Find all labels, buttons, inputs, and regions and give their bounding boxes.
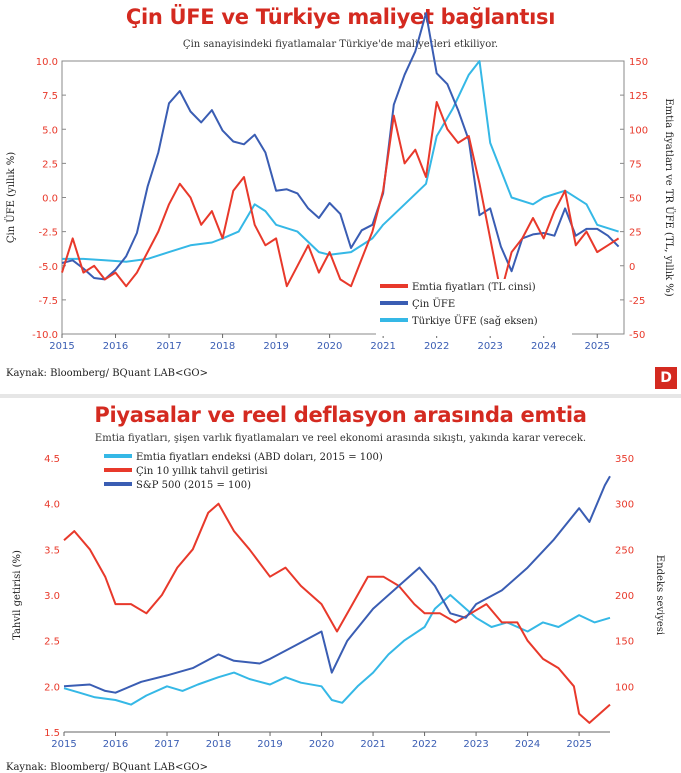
series-line-2 <box>61 12 620 281</box>
y-axis-title: Tahvil getirisi (%) <box>12 550 23 640</box>
series-line-1 <box>63 594 611 706</box>
y2-tick-label: -25 <box>629 296 645 307</box>
y-tick-label: 3.5 <box>44 545 60 556</box>
publisher-badge: D <box>655 367 677 389</box>
y2-tick-label: 250 <box>615 545 634 556</box>
y-tick-label: 0.0 <box>42 194 58 205</box>
y-tick-label: 2.5 <box>42 159 58 170</box>
panel-divider <box>0 394 681 398</box>
y2-tick-label: 150 <box>629 57 648 68</box>
y-tick-label: 1.5 <box>44 728 60 739</box>
x-tick-label: 2024 <box>531 341 556 352</box>
chart-1-canvas: -10.0 -7.5 -5.0 -2.5 0.0 2.5 5.0 7.5 10.0 -50 -25 0… <box>5 12 675 352</box>
source-note-1: Kaynak: Bloomberg/ BQuant LAB<GO> <box>6 368 208 379</box>
y-tick-label: 4.0 <box>44 500 60 511</box>
legend-label: Emtia fiyatları endeksi (ABD doları, 201… <box>136 452 383 463</box>
y2-tick-label: 100 <box>629 125 648 136</box>
x-tick-label: 2023 <box>463 739 488 750</box>
legend-label: S&P 500 (2015 = 100) <box>136 480 251 491</box>
y-tick-label: 10.0 <box>36 57 58 68</box>
series-line-2 <box>63 502 611 724</box>
chart-panel-1: Çin ÜFE ve Türkiye maliyet bağlantısı Çi… <box>5 5 677 389</box>
y2-tick-label: -50 <box>629 330 645 341</box>
series-line-3 <box>63 475 611 694</box>
legend-box <box>376 279 572 336</box>
y2-tick-label: 100 <box>615 682 634 693</box>
source-note-2: Kaynak: Bloomberg/ BQuant LAB<GO> <box>6 762 208 773</box>
legend-label: Çin 10 yıllık tahvil getirisi <box>136 466 268 477</box>
y2-tick-label: 125 <box>629 91 648 102</box>
y-tick-label: -7.5 <box>38 296 58 307</box>
series-line-1 <box>61 101 620 295</box>
x-tick-label: 2018 <box>206 739 231 750</box>
x-tick-label: 2019 <box>263 341 288 352</box>
y-tick-label: -5.0 <box>38 262 58 273</box>
x-tick-label: 2015 <box>51 739 76 750</box>
chart-title-1: Çin ÜFE ve Türkiye maliyet bağlantısı <box>125 5 556 29</box>
chart-subtitle-2: Emtia fiyatları, şişen varlık fiyatlamal… <box>94 433 587 444</box>
y-tick-label: 4.5 <box>44 454 60 465</box>
y-tick-label: -10.0 <box>32 330 58 341</box>
x-tick-label: 2020 <box>309 739 334 750</box>
x-tick-label: 2020 <box>317 341 342 352</box>
chart-title-2: Piyasalar ve reel deflasyon arasında emt… <box>94 403 587 427</box>
series-group <box>61 12 620 295</box>
y-tick-label: 2.0 <box>44 682 60 693</box>
y-tick-label: -2.5 <box>38 228 58 239</box>
y-tick-label: 3.0 <box>44 591 60 602</box>
x-tick-label: 2017 <box>154 739 179 750</box>
y-tick-label: 5.0 <box>42 125 58 136</box>
x-tick-label: 2025 <box>566 739 591 750</box>
x-tick-label: 2022 <box>424 341 449 352</box>
x-tick-label: 2016 <box>103 341 128 352</box>
x-tick-label: 2024 <box>515 739 540 750</box>
legend-label: Türkiye ÜFE (sağ eksen) <box>412 315 538 327</box>
chart-subtitle-1: Çin sanayisindeki fiyatlamalar Türkiye'd… <box>182 39 499 50</box>
y2-tick-label: 300 <box>615 500 634 511</box>
legend-label: Emtia fiyatları (TL cinsi) <box>412 282 536 293</box>
chart-panel-2: Piyasalar ve reel deflasyon arasında emt… <box>0 400 681 773</box>
y-axis-title: Çin ÜFE (yıllık %) <box>5 152 17 243</box>
y2-tick-label: 350 <box>615 454 634 465</box>
y2-tick-label: 75 <box>629 159 642 170</box>
x-tick-label: 2021 <box>370 341 395 352</box>
y2-tick-label: 150 <box>615 637 634 648</box>
x-tick-label: 2015 <box>49 341 74 352</box>
y2-axis-title: Endeks seviyesi <box>654 555 665 635</box>
y-tick-label: 7.5 <box>42 91 58 102</box>
x-tick-label: 2019 <box>257 739 282 750</box>
series-line-3 <box>62 60 619 263</box>
x-tick-label: 2017 <box>156 341 181 352</box>
y2-axis-title: Emtia fiyatları ve TR ÜFE (TL, yıllık %) <box>663 98 675 296</box>
x-tick-label: 2022 <box>412 739 437 750</box>
x-tick-label: 2023 <box>477 341 502 352</box>
series-group <box>63 475 611 724</box>
y2-tick-label: 25 <box>629 228 642 239</box>
x-tick-label: 2016 <box>103 739 128 750</box>
x-tick-label: 2021 <box>360 739 385 750</box>
y-tick-label: 2.5 <box>44 637 60 648</box>
y2-tick-label: 50 <box>629 194 642 205</box>
chart-2-canvas: 1.5 2.0 2.5 3.0 3.5 4.0 4.5 100 150 200 250 300 350 2… <box>12 452 665 750</box>
y2-tick-label: 200 <box>615 591 634 602</box>
x-tick-label: 2018 <box>210 341 235 352</box>
y2-tick-label: 0 <box>629 262 635 273</box>
legend-label: Çin ÜFE <box>412 298 455 310</box>
x-tick-label: 2025 <box>585 341 610 352</box>
